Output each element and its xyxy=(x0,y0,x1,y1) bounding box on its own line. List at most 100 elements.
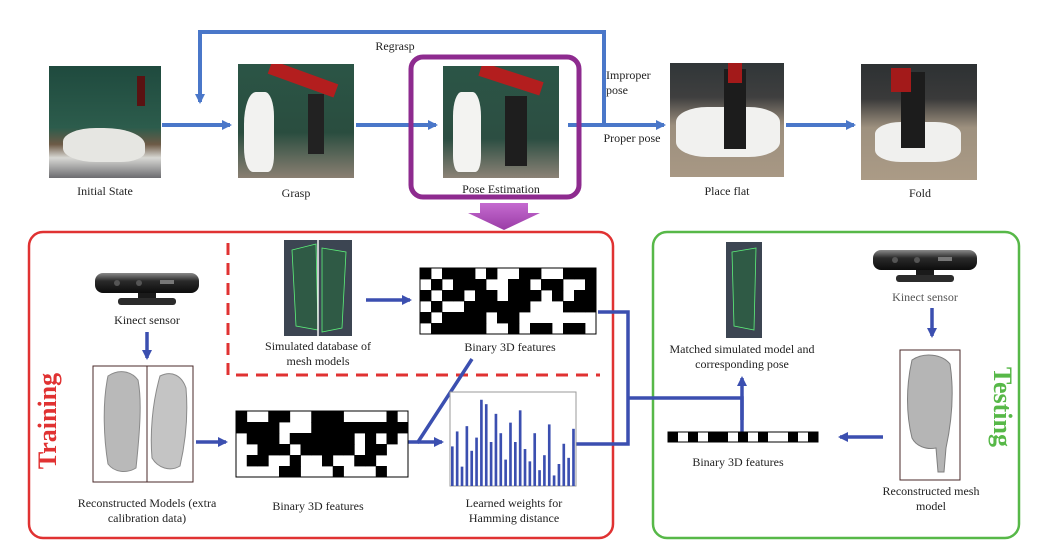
binary-bottom-cell xyxy=(300,433,312,445)
binary-top-cell xyxy=(464,301,476,313)
reconstructed-models-label: Reconstructed Models (extra calibration … xyxy=(77,496,217,525)
binary-top-cell xyxy=(475,301,487,313)
binary-bottom-cell xyxy=(386,433,398,445)
binary-bottom-cell xyxy=(300,444,312,456)
binary-bottom-cell xyxy=(246,455,258,467)
strip-cell xyxy=(718,432,728,442)
stage-label-fold: Fold xyxy=(908,186,931,200)
binary-bottom-cell xyxy=(268,444,280,456)
binary-bottom-cell xyxy=(268,411,280,423)
binary-top-cell xyxy=(420,290,432,302)
binary-top-cell xyxy=(497,301,509,313)
binary-bottom-cell xyxy=(257,455,269,467)
binary-top-cell xyxy=(431,279,443,291)
regrasp-loop-arrow xyxy=(195,30,606,125)
binary-top-cell xyxy=(497,312,509,324)
binary-top-cell xyxy=(475,312,487,324)
weight-bar xyxy=(499,433,503,486)
binary-top-cell xyxy=(486,301,498,313)
binary-bottom-cell xyxy=(343,433,355,445)
binary-top-cell xyxy=(574,268,586,280)
strip-cell xyxy=(758,432,768,442)
binary-bottom-cell xyxy=(332,433,344,445)
binary-bottom-cell xyxy=(343,444,355,456)
binary-bottom-cell xyxy=(332,411,344,423)
weight-bar xyxy=(518,410,522,486)
weight-bar xyxy=(523,449,527,486)
binary-features-grid-bottom xyxy=(235,410,409,478)
weight-bar xyxy=(509,422,512,486)
stage-label-pose-estimation: Pose Estimation xyxy=(462,182,540,196)
proper-pose-label: Proper pose xyxy=(603,131,661,145)
learned-weights-label: Learned weights for Hamming distance xyxy=(465,496,563,525)
binary-bottom-cell xyxy=(322,433,334,445)
binary-top-cell xyxy=(453,323,465,335)
photo-pose-estimation xyxy=(443,66,559,178)
binary-bottom-cell xyxy=(375,444,387,456)
strip-cell xyxy=(738,432,748,442)
training-kinect-label: Kinect sensor xyxy=(114,313,180,327)
binary-bottom-cell xyxy=(236,422,248,434)
binary-bottom-cell xyxy=(279,466,291,478)
simulated-mesh-image xyxy=(284,240,352,336)
photo-grasp xyxy=(238,64,354,178)
binary-bottom-cell xyxy=(311,411,323,423)
weight-bar xyxy=(538,470,541,486)
binary-top-cell xyxy=(552,279,564,291)
weight-bar xyxy=(533,433,537,486)
weight-bar xyxy=(470,450,474,486)
weight-bar xyxy=(460,466,464,486)
binary-top-cell xyxy=(475,323,487,335)
binary-features-top-label: Binary 3D features xyxy=(464,340,556,354)
binary-top-cell xyxy=(563,268,575,280)
stage-label-initial-state: Initial State xyxy=(77,184,133,198)
improper-pose-label: Improper pose xyxy=(606,68,651,97)
binary-top-cell xyxy=(530,268,542,280)
weight-bar xyxy=(504,459,507,486)
strip-cell xyxy=(688,432,698,442)
reconstructed-mesh-image xyxy=(899,349,961,481)
binary-top-cell xyxy=(464,323,476,335)
binary-top-cell xyxy=(541,323,553,335)
connector-top-binary xyxy=(576,310,630,446)
binary-bottom-cell xyxy=(365,422,377,434)
binary-top-cell xyxy=(574,301,586,313)
binary-features-strip-testing xyxy=(667,431,819,443)
binary-bottom-cell xyxy=(236,411,248,423)
binary-top-cell xyxy=(508,312,520,324)
binary-bottom-cell xyxy=(365,433,377,445)
binary-top-cell xyxy=(486,290,498,302)
photo-fold xyxy=(861,64,977,180)
binary-bottom-cell xyxy=(365,444,377,456)
matched-model-image xyxy=(726,242,762,338)
binary-bottom-cell xyxy=(289,433,301,445)
photo-initial-state xyxy=(49,66,161,178)
binary-bottom-cell xyxy=(386,422,398,434)
pose-estimation-highlight xyxy=(408,54,582,200)
binary-bottom-cell xyxy=(311,422,323,434)
training-frame xyxy=(27,230,615,540)
weight-bar xyxy=(562,443,566,486)
binary-top-cell xyxy=(574,323,586,335)
binary-bottom-cell xyxy=(268,422,280,434)
binary-top-cell xyxy=(508,290,520,302)
binary-top-cell xyxy=(420,312,432,324)
weight-bar xyxy=(494,413,498,486)
binary-bottom-cell xyxy=(386,411,398,423)
binary-top-cell xyxy=(508,279,520,291)
weight-bar xyxy=(465,426,469,486)
expand-down-arrow xyxy=(468,203,540,230)
binary-top-cell xyxy=(585,290,597,302)
connector-to-testing xyxy=(628,396,744,436)
binary-top-cell xyxy=(530,290,542,302)
binary-bottom-cell xyxy=(311,433,323,445)
binary-top-cell xyxy=(486,268,498,280)
binary-top-cell xyxy=(585,268,597,280)
binary-bottom-cell xyxy=(289,466,301,478)
regrasp-label: Regrasp xyxy=(375,39,415,53)
binary-bottom-cell xyxy=(354,455,366,467)
binary-bottom-cell xyxy=(257,422,269,434)
binary-top-cell xyxy=(585,279,597,291)
